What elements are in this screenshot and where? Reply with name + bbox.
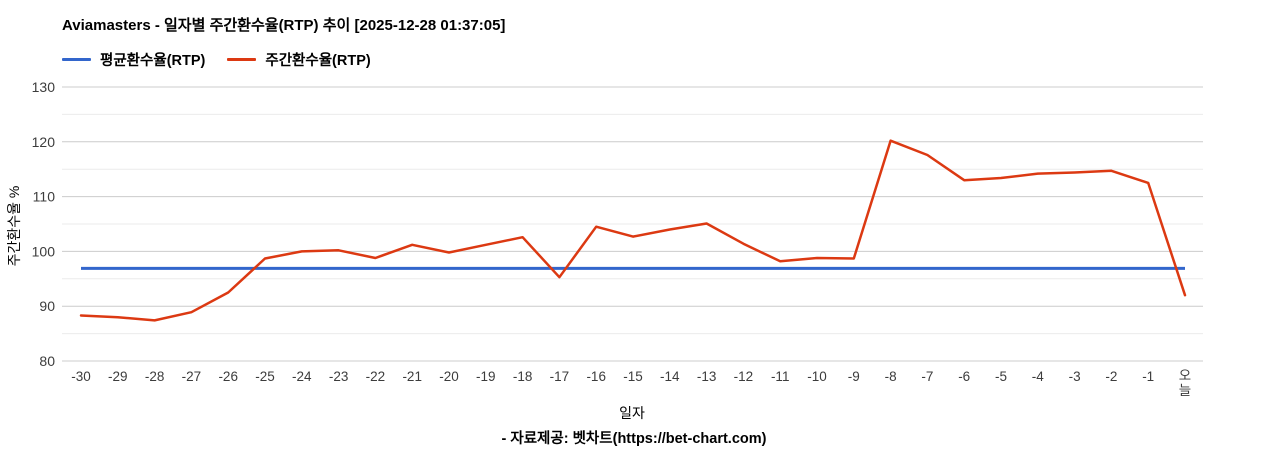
y-tick-label: 120: [32, 134, 56, 150]
x-tick-label: -10: [807, 369, 827, 384]
x-tick-label: -1: [1142, 369, 1154, 384]
x-tick-label: -13: [697, 369, 717, 384]
x-tick-label: -19: [476, 369, 496, 384]
legend-item-weekly[interactable]: 주간환수율(RTP): [227, 49, 371, 70]
x-tick-label: -24: [292, 369, 312, 384]
y-axis-title: 주간환수율 %: [6, 186, 22, 267]
x-tick-label: 늘: [1179, 383, 1191, 398]
x-tick-label: -6: [958, 369, 970, 384]
y-tick-label: 100: [32, 243, 56, 259]
x-tick-label: -9: [848, 369, 860, 384]
x-tick-label: -4: [1032, 369, 1044, 384]
x-tick-label: -20: [439, 369, 459, 384]
chart-title: Aviamasters - 일자별 주간환수율(RTP) 추이 [2025-12…: [62, 17, 506, 34]
x-tick-label: -5: [995, 369, 1007, 384]
x-tick-label: -27: [182, 369, 202, 384]
legend-item-average[interactable]: 평균환수율(RTP): [62, 49, 205, 70]
x-tick-label: -14: [660, 369, 680, 384]
legend: 평균환수율(RTP) 주간환수율(RTP): [62, 49, 371, 70]
x-tick-label: -21: [402, 369, 422, 384]
x-tick-label: -26: [218, 369, 238, 384]
x-tick-label: -15: [623, 369, 643, 384]
x-tick-label: -22: [366, 369, 386, 384]
x-axis-title: 일자: [619, 405, 645, 421]
x-tick-label: -8: [885, 369, 897, 384]
x-tick-label: -17: [550, 369, 570, 384]
legend-label-average: 평균환수율(RTP): [100, 53, 206, 69]
legend-label-weekly: 주간환수율(RTP): [265, 53, 371, 69]
x-tick-label: -18: [513, 369, 533, 384]
weekly-line-swatch-icon: [227, 58, 257, 61]
average-line-swatch-icon: [62, 58, 91, 61]
x-tick-label: -28: [145, 369, 165, 384]
y-tick-label: 80: [39, 353, 55, 369]
x-tick-label: -11: [771, 369, 790, 384]
x-tick-label: -12: [734, 369, 754, 384]
x-tick-label: -23: [329, 369, 349, 384]
x-tick-label: 오: [1179, 368, 1191, 383]
x-tick-label: -3: [1069, 369, 1081, 384]
y-tick-label: 90: [39, 298, 55, 314]
x-tick-label: -7: [921, 369, 933, 384]
source-credit: - 자료제공: 벳차트(https://bet-chart.com): [501, 431, 767, 447]
x-tick-label: -16: [586, 369, 606, 384]
x-tick-label: -25: [255, 369, 275, 384]
y-tick-label: 130: [32, 79, 56, 95]
x-tick-label: -2: [1105, 369, 1117, 384]
weekly-line-series: [79, 139, 1187, 322]
x-tick-label: -30: [71, 369, 91, 384]
x-tick-label: -29: [108, 369, 128, 384]
y-tick-label: 110: [33, 189, 56, 205]
